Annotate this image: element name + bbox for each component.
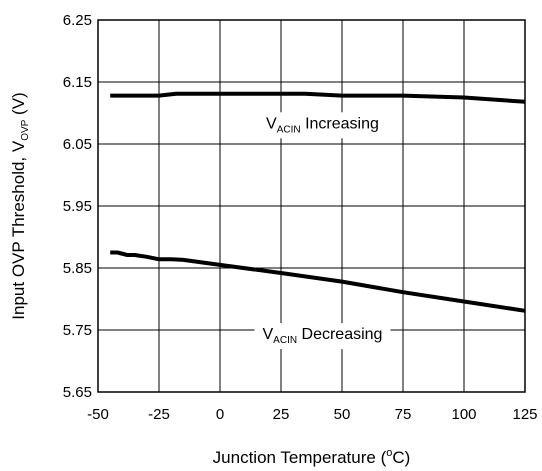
y-tick-labels: 5.65 5.75 5.85 5.95 6.05 6.15 6.25	[63, 12, 92, 401]
x-tick-label: 125	[512, 406, 537, 423]
x-tick-labels: -50 -25 0 25 50 75 100 125	[87, 406, 537, 423]
annotation-background	[258, 112, 387, 139]
x-tick-label: 0	[216, 406, 224, 423]
series-line	[110, 250, 526, 313]
annotation-backgrounds	[254, 112, 391, 350]
y-tick-label: 5.65	[63, 384, 92, 401]
series-lines	[110, 91, 526, 313]
annotations: VACIN Increasing VACIN Decreasing	[263, 115, 383, 346]
series-line	[110, 91, 526, 104]
annotation-background	[254, 323, 391, 350]
x-tick-label: 50	[334, 406, 351, 423]
y-tick-label: 6.05	[63, 136, 92, 153]
series-annotation: VACIN Increasing	[266, 115, 379, 135]
y-tick-label: 6.15	[63, 74, 92, 91]
x-tick-label: 75	[395, 406, 412, 423]
y-axis-title: Input OVP Threshold, VOVP (V)	[9, 92, 31, 319]
plot-frame	[97, 19, 526, 393]
x-axis-title: Junction Temperature (oC)	[213, 447, 411, 467]
series-annotation: VACIN Decreasing	[263, 326, 383, 346]
x-tick-label: -25	[148, 406, 170, 423]
x-tick-label: 25	[273, 406, 290, 423]
y-tick-label: 5.95	[63, 198, 92, 215]
y-tick-label: 6.25	[63, 12, 92, 29]
y-tick-label: 5.75	[63, 322, 92, 339]
grid-lines	[97, 19, 526, 393]
x-tick-label: -50	[87, 406, 109, 423]
y-tick-label: 5.85	[63, 260, 92, 277]
x-tick-label: 100	[451, 406, 476, 423]
